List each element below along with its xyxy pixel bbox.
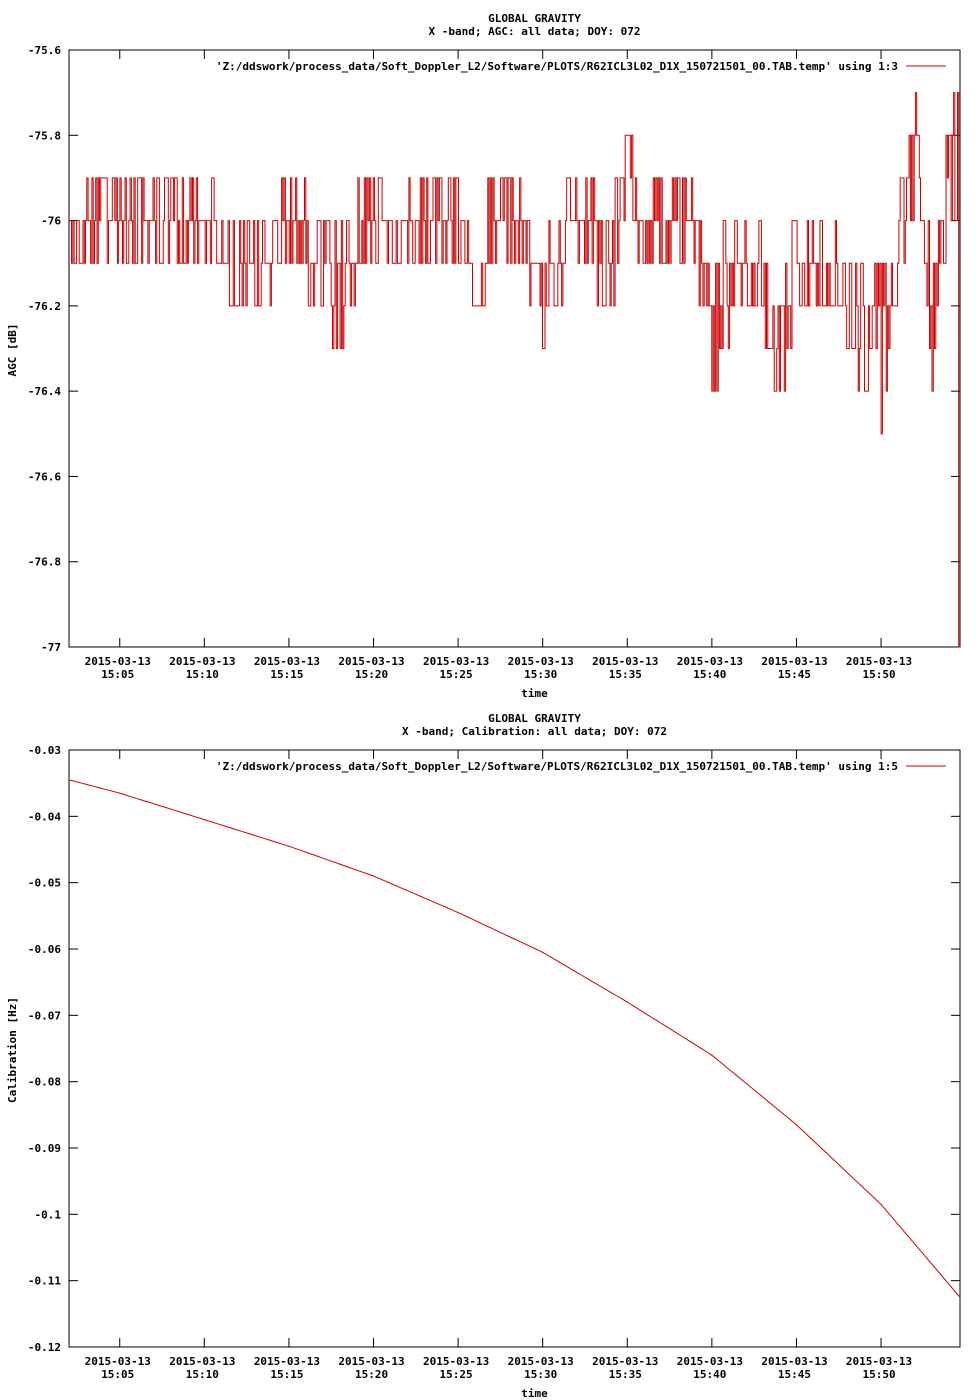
x-tick-label-date: 2015-03-13 [592, 1355, 658, 1368]
x-axis-label: time [521, 1387, 548, 1400]
y-tick-label: -0.03 [28, 744, 61, 757]
x-tick-label-time: 15:10 [186, 668, 219, 681]
data-point [959, 1296, 961, 1298]
x-tick-label-date: 2015-03-13 [338, 1355, 404, 1368]
y-tick-label: -75.8 [28, 129, 61, 142]
data-point [626, 1001, 628, 1003]
x-tick-label-date: 2015-03-13 [254, 655, 320, 668]
y-tick-label: -75.6 [28, 44, 61, 57]
data-point [372, 875, 375, 877]
x-tick-label-time: 15:35 [609, 668, 642, 681]
series-line [68, 779, 961, 1298]
y-tick-label: -0.04 [28, 810, 61, 823]
x-axis-label: time [521, 687, 548, 700]
legend-label: 'Z:/ddswork/process_data/Soft_Doppler_L2… [216, 760, 898, 773]
x-tick-label-date: 2015-03-13 [169, 655, 235, 668]
y-tick-label: -0.06 [28, 943, 61, 956]
x-tick-label-time: 15:20 [355, 668, 388, 681]
x-tick-label-date: 2015-03-13 [423, 1355, 489, 1368]
y-tick-label: -76 [41, 215, 61, 228]
data-point [203, 819, 205, 821]
x-tick-label-time: 15:35 [609, 1368, 642, 1381]
legend-label: 'Z:/ddswork/process_data/Soft_Doppler_L2… [216, 60, 898, 73]
x-tick-label-date: 2015-03-13 [592, 655, 658, 668]
x-tick-label-date: 2015-03-13 [677, 655, 743, 668]
data-point [711, 1054, 713, 1056]
y-tick-label: -0.08 [28, 1076, 61, 1089]
x-tick-label-date: 2015-03-13 [508, 1355, 574, 1368]
x-tick-label-date: 2015-03-13 [761, 655, 827, 668]
plot-frame [68, 749, 961, 1348]
y-tick-label: -0.1 [35, 1208, 62, 1221]
x-tick-label-date: 2015-03-13 [846, 1355, 912, 1368]
y-tick-label: -0.09 [28, 1142, 61, 1155]
data-point [288, 845, 290, 847]
y-tick-label: -76.6 [28, 470, 61, 483]
x-tick-label-date: 2015-03-13 [423, 655, 489, 668]
x-tick-label-date: 2015-03-13 [761, 1355, 827, 1368]
x-tick-label-time: 15:45 [778, 1368, 811, 1381]
x-tick-label-date: 2015-03-13 [846, 655, 912, 668]
x-tick-label-time: 15:40 [693, 1368, 726, 1381]
x-tick-label-time: 15:30 [524, 1368, 557, 1381]
x-tick-label-time: 15:05 [101, 1368, 134, 1381]
data-point [68, 779, 70, 781]
x-tick-label-date: 2015-03-13 [169, 1355, 235, 1368]
y-tick-label: -0.11 [28, 1275, 61, 1288]
x-tick-label-date: 2015-03-13 [508, 655, 574, 668]
y-axis-label: AGC [dB] [6, 324, 19, 377]
chart-title: GLOBAL GRAVITY [488, 712, 581, 725]
y-tick-label: -76.2 [28, 300, 61, 313]
x-tick-label-time: 15:15 [270, 668, 303, 681]
x-tick-label-time: 15:05 [101, 668, 134, 681]
data-point [119, 792, 121, 794]
data-point [542, 951, 544, 953]
plot-frame [68, 49, 961, 648]
series-line [69, 92, 960, 648]
chart-subtitle: X -band; AGC: all data; DOY: 072 [429, 25, 641, 38]
y-axis-label: Calibration [Hz] [6, 997, 19, 1103]
y-tick-label: -76.8 [28, 556, 61, 569]
data-point [457, 911, 459, 914]
x-tick-label-time: 15:25 [440, 668, 473, 681]
y-tick-label: -0.12 [28, 1341, 61, 1354]
chart-title: GLOBAL GRAVITY [488, 12, 581, 25]
x-tick-label-time: 15:40 [693, 668, 726, 681]
x-tick-label-time: 15:10 [186, 1368, 219, 1381]
data-point [795, 1124, 798, 1126]
x-tick-label-time: 15:20 [355, 1368, 388, 1381]
y-tick-label: -76.4 [28, 385, 61, 398]
x-tick-label-time: 15:50 [862, 1368, 895, 1381]
x-tick-label-time: 15:25 [440, 1368, 473, 1381]
y-tick-label: -0.07 [28, 1009, 61, 1022]
data-point [880, 1203, 882, 1205]
x-tick-label-date: 2015-03-13 [85, 1355, 151, 1368]
y-tick-label: -77 [41, 641, 61, 654]
x-tick-label-date: 2015-03-13 [338, 655, 404, 668]
y-tick-label: -0.05 [28, 877, 61, 890]
x-tick-label-time: 15:30 [524, 668, 557, 681]
chart-subtitle: X -band; Calibration: all data; DOY: 072 [402, 725, 667, 738]
x-tick-label-date: 2015-03-13 [85, 655, 151, 668]
x-tick-label-time: 15:50 [862, 668, 895, 681]
x-tick-label-time: 15:45 [778, 668, 811, 681]
x-tick-label-date: 2015-03-13 [254, 1355, 320, 1368]
x-tick-label-time: 15:15 [270, 1368, 303, 1381]
x-tick-label-date: 2015-03-13 [677, 1355, 743, 1368]
